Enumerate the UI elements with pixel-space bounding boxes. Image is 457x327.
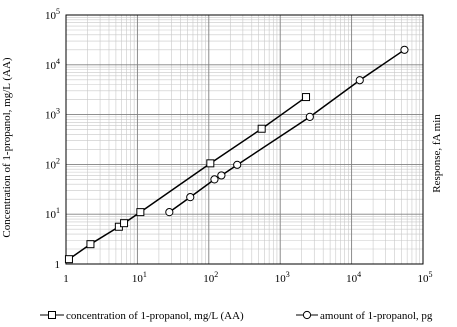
square-marker xyxy=(302,93,311,102)
legend-square-marker xyxy=(48,311,56,319)
series-amount xyxy=(165,45,409,217)
y-tick-label: 105 xyxy=(45,7,60,22)
circle-marker xyxy=(186,193,195,202)
y-axis-label-left: Concentration of 1-propanol, mg/L (AA) xyxy=(1,57,13,237)
square-marker xyxy=(86,240,95,249)
legend-label-concentration: concentration of 1-propanol, mg/L (AA) xyxy=(66,310,244,322)
x-tick-label: 1 xyxy=(63,273,69,285)
minor-grid xyxy=(66,15,423,264)
square-marker xyxy=(136,208,145,217)
y-tick-label: 101 xyxy=(45,206,60,221)
circle-marker xyxy=(305,112,314,121)
x-tick-label: 102 xyxy=(203,270,218,285)
series-concentration xyxy=(64,93,311,264)
circle-marker xyxy=(210,175,219,184)
circle-marker xyxy=(217,171,226,180)
legend-label-amount: amount of 1-propanol, pg xyxy=(320,310,433,322)
y-tick-label: 104 xyxy=(45,57,60,72)
square-marker xyxy=(120,219,129,228)
circle-marker xyxy=(355,76,364,85)
circle-marker xyxy=(400,45,409,54)
circle-marker xyxy=(233,160,242,169)
x-tick-label: 101 xyxy=(132,270,147,285)
y-axis-label-right: Response, fA min xyxy=(431,114,443,193)
plot-border xyxy=(65,14,424,265)
legend-circle-marker xyxy=(302,310,312,320)
y-tick-label: 103 xyxy=(45,107,60,122)
y-tick-label: 102 xyxy=(45,156,60,171)
series-line xyxy=(168,49,405,213)
x-tick-label: 105 xyxy=(418,270,433,285)
y-tick-labels: 1 101 102 103 104 105 xyxy=(45,7,60,271)
legend-item-concentration: concentration of 1-propanol, mg/L (AA) xyxy=(40,310,244,322)
square-marker xyxy=(64,255,73,264)
legend-item-amount: amount of 1-propanol, pg xyxy=(296,310,433,322)
x-tick-labels: 1 101 102 103 104 105 xyxy=(63,270,432,285)
legend: concentration of 1-propanol, mg/L (AA) a… xyxy=(40,310,433,322)
square-marker xyxy=(206,159,215,168)
circle-marker xyxy=(165,208,174,217)
series-layer xyxy=(64,45,409,264)
x-tick-label: 104 xyxy=(346,270,361,285)
series-line xyxy=(68,96,307,260)
x-tick-label: 103 xyxy=(275,270,290,285)
square-marker xyxy=(257,124,266,133)
y-tick-label: 1 xyxy=(55,259,61,271)
